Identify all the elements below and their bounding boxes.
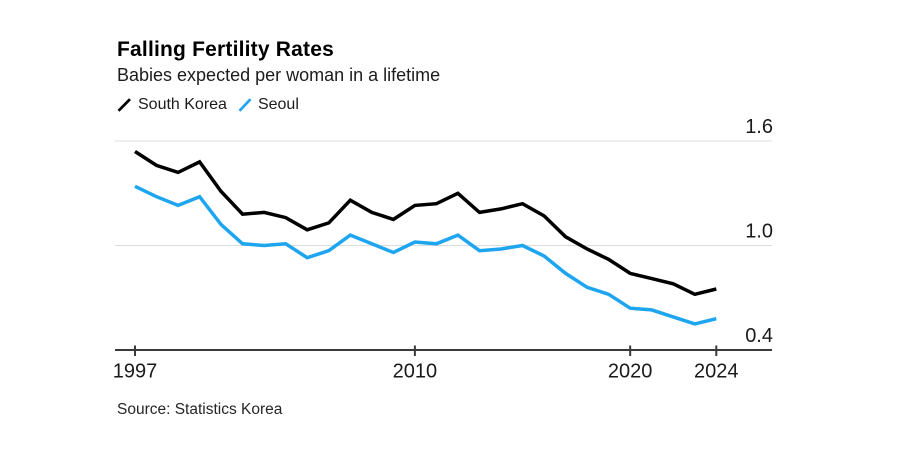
source-note: Source: Statistics Korea (117, 401, 283, 418)
legend-item-south-korea: South Korea (117, 95, 227, 114)
legend: South Korea Seoul (117, 95, 299, 114)
line-sample-icon (238, 97, 252, 112)
y-tick-label: 1.0 (745, 221, 773, 243)
series-line-seoul (134, 184, 717, 326)
legend-label-seoul: Seoul (257, 96, 299, 113)
line-sample-icon (117, 97, 131, 112)
series-line-south-korea (134, 150, 717, 297)
chart-title: Falling Fertility Rates (117, 38, 334, 61)
x-tick-label: 2024 (694, 361, 739, 383)
legend-label-south-korea: South Korea (138, 96, 227, 113)
x-tick-label: 2020 (608, 361, 653, 383)
chart-subtitle: Babies expected per woman in a lifetime (117, 65, 441, 85)
y-tick-label: 0.4 (745, 325, 773, 347)
x-tick-label: 1997 (113, 361, 158, 383)
legend-item-seoul: Seoul (238, 95, 299, 114)
x-tick-label: 2010 (393, 361, 438, 383)
y-tick-label: 1.6 (745, 116, 773, 138)
